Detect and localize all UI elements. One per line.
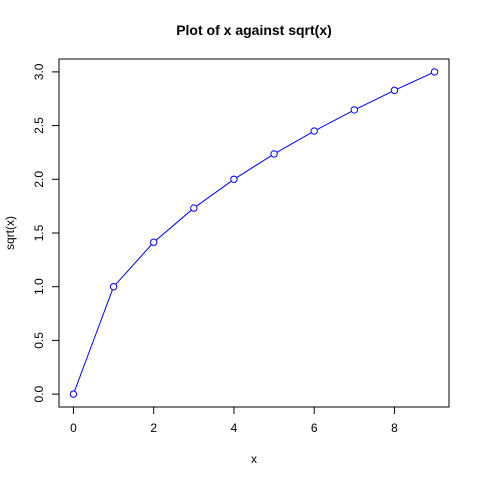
chart-title: Plot of x against sqrt(x) [176,22,332,38]
x-tick-label: 6 [311,421,318,435]
y-tick-label: 1.5 [32,224,46,241]
y-tick-label: 3.0 [32,63,46,80]
data-point [390,86,399,95]
x-tick-label: 0 [70,421,77,435]
y-tick-label: 0.0 [32,385,46,402]
data-point [149,238,158,246]
data-point [230,175,238,183]
data-point [350,106,359,114]
data-point [109,283,118,291]
x-tick-label: 8 [391,421,398,435]
plot-frame [58,58,450,408]
y-tick-label: 1.0 [32,278,46,295]
data-point [430,68,439,76]
series-line [72,71,435,395]
y-axis-label: sqrt(x) [3,216,17,250]
data-point [270,150,278,158]
y-tick-label: 2.5 [32,117,46,134]
y-tick-label: 2.0 [32,171,46,188]
data-point [69,390,78,398]
y-tick-label: 0.5 [32,332,46,349]
y-axis: 0.0 0.5 1.0 1.5 2.0 2.5 3.0 [32,63,60,402]
data-point [310,127,318,135]
data-series [69,68,439,398]
x-axis-label: x [251,452,257,466]
data-point [190,204,198,212]
x-tick-label: 4 [231,421,238,435]
x-tick-label: 2 [150,421,157,435]
x-axis: 0 2 4 6 8 [70,406,398,435]
